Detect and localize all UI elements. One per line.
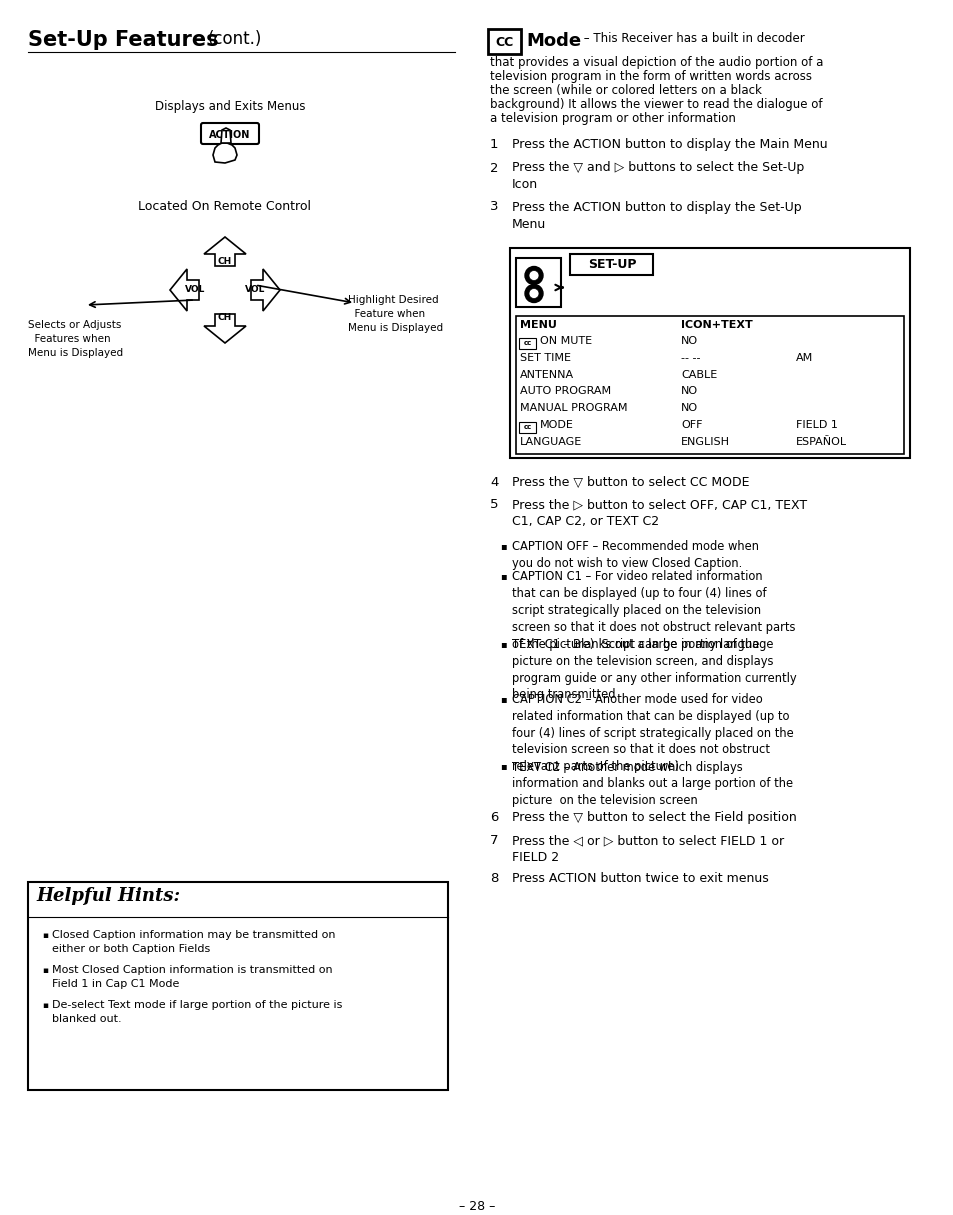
Text: ANTENNA: ANTENNA [519,369,574,380]
Text: AM: AM [795,354,812,363]
Text: 5: 5 [490,498,498,512]
Text: ICON+TEXT: ICON+TEXT [680,320,752,329]
Text: 6: 6 [490,810,497,824]
Text: MANUAL PROGRAM: MANUAL PROGRAM [519,403,627,413]
Text: – 28 –: – 28 – [458,1200,495,1213]
Text: ▪: ▪ [499,694,506,703]
Text: ▪: ▪ [42,1001,48,1010]
Text: ON MUTE: ON MUTE [539,337,592,346]
Text: TEXT C1 – Blanks out a large portion of the
picture on the television screen, an: TEXT C1 – Blanks out a large portion of … [512,638,796,701]
Polygon shape [204,313,246,343]
Text: background) It allows the viewer to read the dialogue of: background) It allows the viewer to read… [490,98,821,111]
Text: (cont.): (cont.) [208,30,262,49]
Circle shape [529,288,538,299]
Text: cc: cc [523,340,532,346]
Text: the screen (while or colored letters on a black: the screen (while or colored letters on … [490,84,761,97]
Text: cc: cc [523,424,532,430]
Text: Set-Up Features: Set-Up Features [28,30,226,50]
Text: OFF: OFF [680,420,701,430]
Text: NO: NO [680,386,698,396]
Polygon shape [170,269,199,311]
Text: ▪: ▪ [499,571,506,582]
Text: 1: 1 [490,139,498,151]
Circle shape [529,271,538,281]
Text: TEXT C2 – Another mode which displays
information and blanks out a large portion: TEXT C2 – Another mode which displays in… [512,761,792,807]
Text: CAPTION OFF – Recommended mode when
you do not wish to view Closed Caption.: CAPTION OFF – Recommended mode when you … [512,541,759,570]
Text: Most Closed Caption information is transmitted on
Field 1 in Cap C1 Mode: Most Closed Caption information is trans… [52,965,333,989]
Text: MENU: MENU [519,320,557,329]
FancyBboxPatch shape [28,882,448,1090]
Text: CAPTION C1 – For video related information
that can be displayed (up to four (4): CAPTION C1 – For video related informati… [512,571,795,651]
Text: Press the ACTION button to display the Set-Up
Menu: Press the ACTION button to display the S… [512,200,801,231]
Text: FIELD 1: FIELD 1 [795,420,837,430]
Text: CABLE: CABLE [680,369,717,380]
Text: VOL: VOL [245,286,265,294]
Text: that provides a visual depiction of the audio portion of a: that provides a visual depiction of the … [490,56,822,69]
FancyBboxPatch shape [488,28,521,53]
Text: 7: 7 [490,833,498,847]
Text: NO: NO [680,337,698,346]
Text: 8: 8 [490,872,497,885]
FancyBboxPatch shape [516,316,903,453]
Text: ESPAÑOL: ESPAÑOL [795,436,846,447]
Text: CC: CC [496,35,514,49]
Text: Closed Caption information may be transmitted on
either or both Caption Fields: Closed Caption information may be transm… [52,929,335,954]
Text: CH: CH [217,313,232,322]
Text: Press the ▽ button to select CC MODE: Press the ▽ button to select CC MODE [512,475,749,488]
Text: Press ACTION button twice to exit menus: Press ACTION button twice to exit menus [512,872,768,885]
Polygon shape [251,269,280,311]
Text: NO: NO [680,403,698,413]
Text: Press the ▽ button to select the Field position: Press the ▽ button to select the Field p… [512,810,796,824]
Text: ▪: ▪ [499,542,506,552]
Text: CAPTION C2 – Another mode used for video
related information that can be display: CAPTION C2 – Another mode used for video… [512,693,793,773]
FancyBboxPatch shape [519,422,536,433]
Text: Press the ▷ button to select OFF, CAP C1, TEXT
C1, CAP C2, or TEXT C2: Press the ▷ button to select OFF, CAP C1… [512,498,806,529]
Text: VOL: VOL [185,286,205,294]
Text: Press the ACTION button to display the Main Menu: Press the ACTION button to display the M… [512,139,827,151]
Text: Mode: Mode [525,32,580,50]
Text: ▪: ▪ [499,762,506,772]
Text: Highlight Desired
  Feature when
Menu is Displayed: Highlight Desired Feature when Menu is D… [348,295,442,333]
Text: Located On Remote Control: Located On Remote Control [138,200,312,213]
Text: Selects or Adjusts
  Features when
Menu is Displayed: Selects or Adjusts Features when Menu is… [28,320,123,358]
FancyBboxPatch shape [516,258,561,307]
Text: Press the ◁ or ▷ button to select FIELD 1 or
FIELD 2: Press the ◁ or ▷ button to select FIELD … [512,833,783,864]
Text: 4: 4 [490,475,497,488]
Text: Displays and Exits Menus: Displays and Exits Menus [154,100,305,113]
Text: Press the ▽ and ▷ buttons to select the Set-Up
Icon: Press the ▽ and ▷ buttons to select the … [512,162,803,192]
Text: ENGLISH: ENGLISH [680,436,729,447]
Circle shape [524,266,542,284]
Text: SET TIME: SET TIME [519,354,571,363]
Text: De-select Text mode if large portion of the picture is
blanked out.: De-select Text mode if large portion of … [52,1000,342,1023]
FancyBboxPatch shape [201,123,258,145]
Text: SET-UP: SET-UP [587,258,636,271]
Polygon shape [213,143,236,163]
Text: LANGUAGE: LANGUAGE [519,436,581,447]
Text: ▪: ▪ [42,966,48,974]
Text: -- --: -- -- [680,354,700,363]
Text: ▪: ▪ [499,639,506,649]
Text: – This Receiver has a built in decoder: – This Receiver has a built in decoder [579,32,804,45]
FancyBboxPatch shape [570,254,653,275]
Text: ACTION: ACTION [209,130,251,140]
Text: 3: 3 [490,200,498,214]
Polygon shape [221,128,231,143]
Circle shape [524,284,542,303]
Text: television program in the form of written words across: television program in the form of writte… [490,70,811,83]
Text: MODE: MODE [539,420,574,430]
Text: Helpful Hints:: Helpful Hints: [36,887,180,905]
Text: 2: 2 [490,162,498,175]
Text: CH: CH [217,258,232,266]
Polygon shape [204,237,246,266]
Text: ▪: ▪ [42,931,48,940]
FancyBboxPatch shape [510,248,909,458]
FancyBboxPatch shape [519,338,536,349]
Text: a television program or other information: a television program or other informatio… [490,112,735,125]
Text: AUTO PROGRAM: AUTO PROGRAM [519,386,611,396]
